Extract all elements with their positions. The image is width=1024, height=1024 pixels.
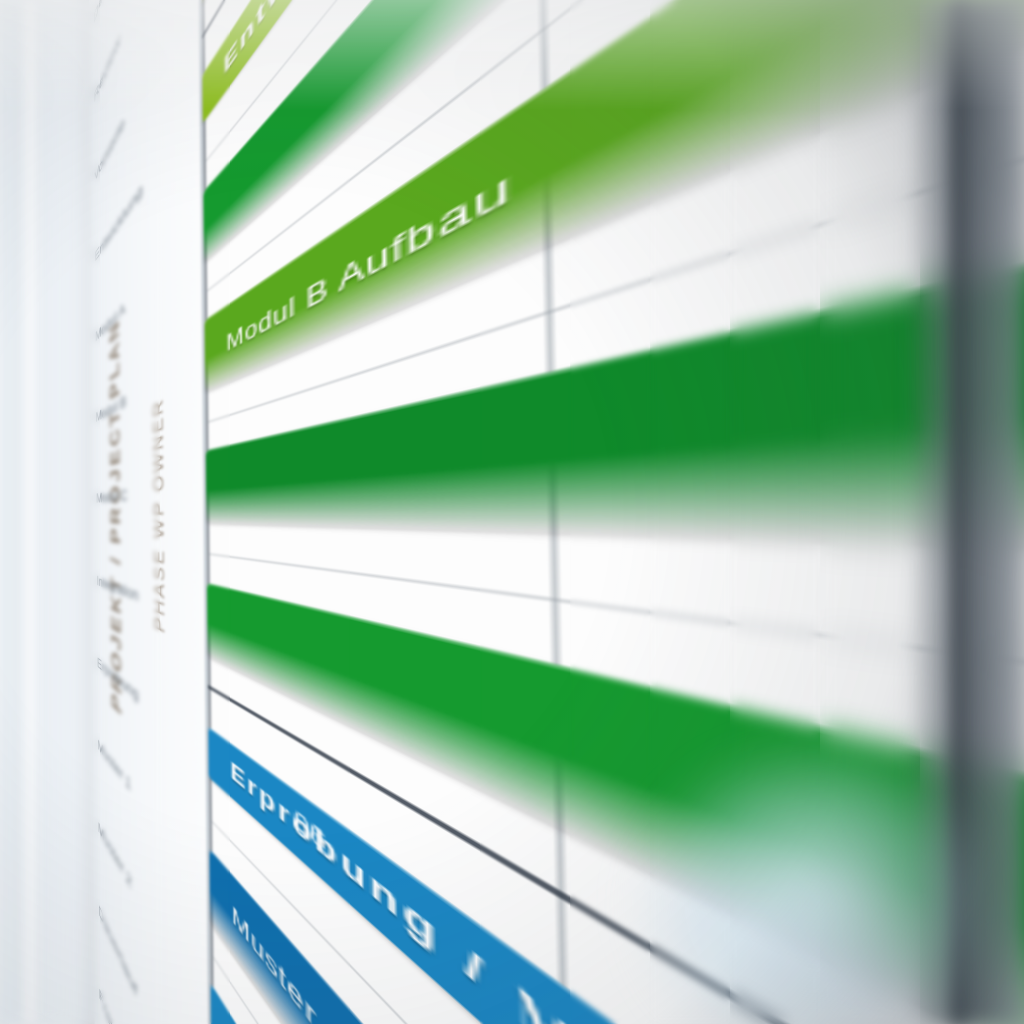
gantt-row[interactable]: ReviewReview / Freigabe [0,0,201,1024]
gantt-row[interactable]: Serie [0,0,216,1024]
gridline-vertical [501,0,617,1024]
gantt-row[interactable]: Modul A [0,191,205,1024]
gantt-row[interactable]: Vorserie [0,0,202,1024]
gantt-row[interactable]: Modul C [0,0,1024,927]
gantt-row[interactable]: Entwicklung06132027041118250209162330071… [0,74,203,565]
dependency-links [0,0,88,617]
row-label-gutter: PROJEKT / PROJECT PLAN PHASE WP OWNER [88,0,218,1024]
board-subtitle: PHASE WP OWNER [149,394,169,637]
gantt-row[interactable]: DauerlaufDauerlauf [0,390,213,1024]
gantt-row[interactable]: SpezifikationSpezifikation [0,0,199,936]
board-title: PROJEKT / PROJECT PLAN [106,312,125,720]
gantt-row[interactable]: Integration [0,0,208,656]
gantt-row[interactable]: KonzeptKonzeptphase [0,0,198,1024]
gantt-row[interactable]: Produktion061320270411182502091623300714… [0,409,217,1024]
milestone-markers: DBKSTPL [0,0,88,617]
floor-reflection [634,744,994,1024]
gantt-row[interactable]: FreigabeFreigabe [0,223,214,1024]
board-sheen [0,0,97,1024]
gantt-row[interactable]: Design [0,0,200,1024]
gantt-row[interactable]: SOP [0,0,218,1024]
timeline-header-cell: KW 02 [0,0,505,1024]
gantt-row[interactable]: Muster 2Muster Aufbau [0,257,212,1024]
chart-gridlines [0,0,617,1024]
gantt-row[interactable]: Erprobung0613202704111825020916233007142… [0,487,209,777]
